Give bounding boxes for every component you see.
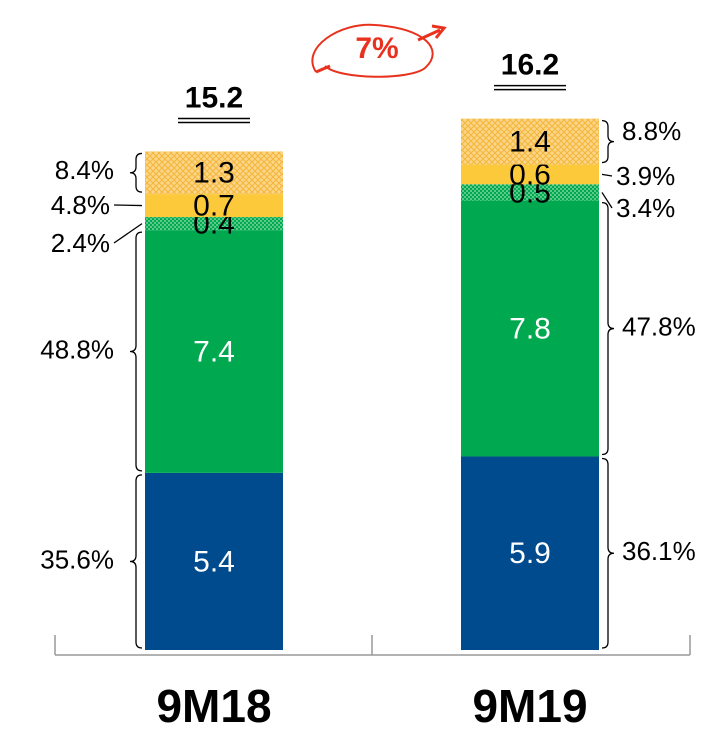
value-label: 0.7 [193, 189, 235, 222]
share-brace [601, 201, 615, 456]
value-label: 7.4 [193, 335, 235, 368]
share-label: 48.8% [40, 334, 114, 364]
bar-segment [461, 456, 599, 650]
share-label: 36.1% [622, 536, 696, 566]
share-label: 4.8% [51, 190, 110, 220]
value-label: 7.8 [509, 312, 551, 345]
bar-segment [145, 151, 283, 195]
category-label: 9M18 [156, 680, 271, 731]
share-label: 8.4% [55, 155, 114, 185]
share-connector [113, 223, 143, 244]
share-label: 3.9% [616, 161, 675, 191]
share-label: 8.8% [622, 116, 681, 146]
category-label: 9M19 [472, 680, 587, 731]
value-label: 1.4 [509, 126, 551, 159]
value-label: 5.4 [193, 545, 235, 578]
share-brace [129, 152, 143, 193]
bar-segment [145, 217, 283, 231]
share-connector [601, 173, 613, 177]
bar-segment [145, 194, 283, 218]
share-brace [601, 457, 615, 649]
share-brace [129, 231, 143, 472]
share-brace [129, 474, 143, 649]
growth-label: 7% [355, 32, 398, 65]
bar-segment [461, 164, 599, 185]
share-connector [601, 192, 613, 209]
bar-segment [461, 184, 599, 201]
total-label: 16.2 [501, 49, 559, 82]
value-label: 5.9 [509, 537, 551, 570]
share-label: 3.4% [616, 193, 675, 223]
value-label: 1.3 [193, 157, 235, 190]
share-brace [601, 119, 615, 164]
total-label: 15.2 [185, 81, 243, 114]
share-label: 2.4% [51, 228, 110, 258]
bar-segment [145, 230, 283, 473]
share-label: 35.6% [40, 544, 114, 574]
share-label: 47.8% [622, 311, 696, 341]
bar-segment [461, 200, 599, 457]
bar-segment [461, 118, 599, 165]
bar-segment [145, 472, 283, 650]
share-connector [113, 204, 143, 207]
growth-annotation: 7% [311, 23, 447, 78]
